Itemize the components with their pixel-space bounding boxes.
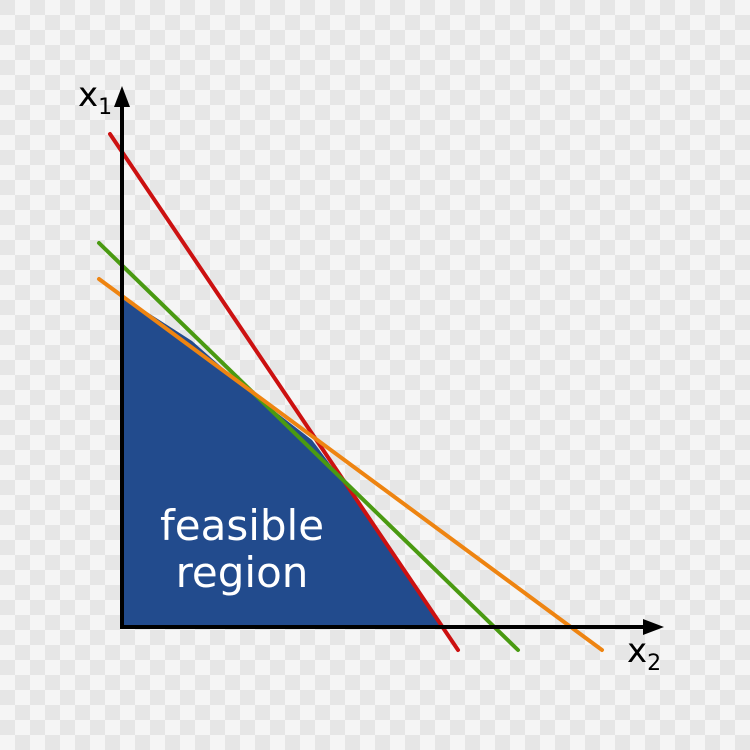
vertical-axis-label: x1 — [78, 75, 112, 120]
feasible-region-label-line2: region — [176, 548, 309, 597]
feasible-region-label-line1: feasible — [160, 501, 324, 550]
horizontal-axis-label-subscript: 2 — [647, 651, 661, 676]
feasible-region-area — [122, 296, 441, 627]
vertical-axis-label-subscript: 1 — [98, 95, 112, 120]
horizontal-axis-arrowhead — [643, 619, 664, 635]
constraint-line-orange — [97, 277, 604, 652]
vertical-axis-label-base: x — [78, 75, 98, 115]
horizontal-axis-label-base: x — [627, 631, 647, 671]
constraint-line-red — [108, 132, 460, 652]
vertical-axis-arrowhead — [114, 86, 130, 107]
horizontal-axis-label: x2 — [627, 631, 661, 676]
constraint-line-green — [97, 241, 520, 652]
